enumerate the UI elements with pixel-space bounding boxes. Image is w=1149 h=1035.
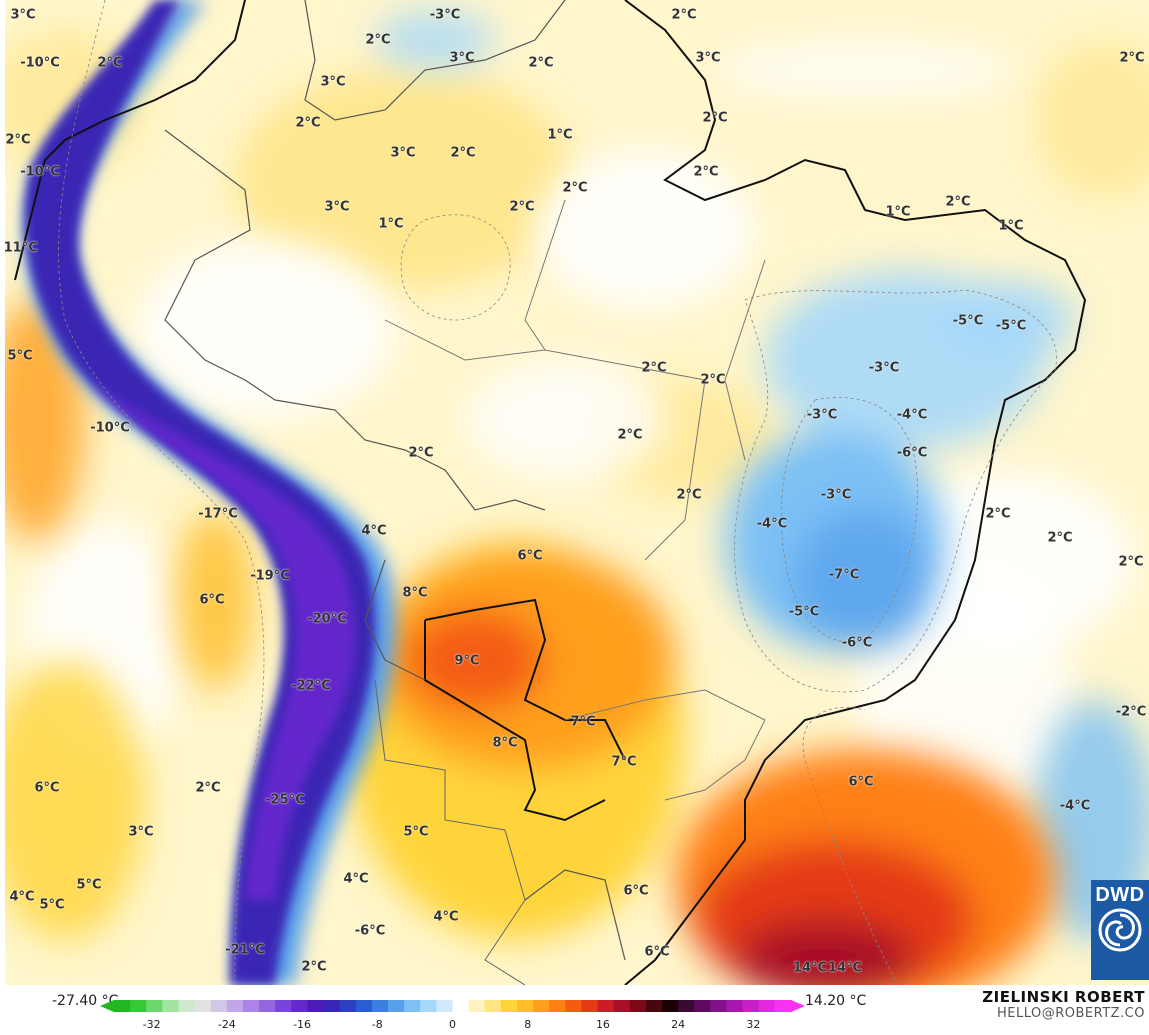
legend-tick-label: 8 [524, 1018, 532, 1031]
author-name: ZIELINSKI ROBERT [982, 988, 1145, 1006]
swirl-icon [1098, 908, 1142, 952]
scale-min-arrow [100, 1000, 114, 1012]
color-scale-swatch [420, 1000, 437, 1012]
andes-cold-band [24, 0, 396, 985]
color-scale-swatch [114, 1000, 131, 1012]
color-scale-swatch [404, 1000, 421, 1012]
color-scale-swatch [774, 1000, 792, 1012]
color-scale-swatch [452, 1000, 470, 1012]
color-scale-swatch [339, 1000, 357, 1012]
footer: -27.40 °C -32 -24 -16 -8 0 8 16 24 32 14.20 °C Z… [0, 985, 1149, 1035]
color-scale-swatch [468, 1000, 486, 1012]
color-scale-swatch [726, 1000, 744, 1012]
color-scale-swatch [130, 1000, 147, 1012]
color-scale-swatch [162, 1000, 179, 1012]
author-email: HELLO@ROBERTZ.CO [996, 1006, 1145, 1021]
color-scale-swatch [500, 1000, 518, 1012]
color-scale-swatch [645, 1000, 663, 1012]
temperature-field [5, 0, 1149, 985]
color-scale-swatch [581, 1000, 599, 1012]
legend-tick-label: 32 [746, 1018, 761, 1031]
legend-tick-label: -16 [293, 1018, 312, 1031]
color-scale-swatch [388, 1000, 405, 1012]
color-scale-swatch [613, 1000, 631, 1012]
author-credit: ZIELINSKI ROBERT HELLO@ROBERTZ.CO [982, 988, 1145, 1021]
color-scale-swatch [742, 1000, 760, 1012]
color-scale-swatch [597, 1000, 615, 1012]
temperature-map: 3°C -3°C 2°C 2°C 3°C -10°C 2°C 2°C 3°C 2°C 3°C 1°C 2… [5, 0, 1149, 985]
color-scale-swatch [694, 1000, 711, 1012]
color-scale-swatch [662, 1000, 679, 1012]
color-scale-swatch [226, 1000, 244, 1012]
legend-tick-label: 0 [449, 1018, 456, 1031]
color-scale-swatch [307, 1000, 325, 1012]
legend-min-label: -27.40 °C [52, 993, 119, 1009]
color-scale-swatch [533, 1000, 550, 1012]
color-scale-swatch [291, 1000, 308, 1012]
map-canvas [5, 0, 1149, 985]
color-scale-swatch [194, 1000, 212, 1012]
color-scale-swatch [210, 1000, 228, 1012]
color-scale-swatch [275, 1000, 292, 1012]
legend-tick-label: -8 [371, 1018, 383, 1031]
color-scale-swatch [565, 1000, 582, 1012]
color-scale-swatch [710, 1000, 728, 1012]
color-scale-swatch [436, 1000, 453, 1012]
legend-max-label: 14.20 °C [805, 993, 867, 1009]
political-borders [164, 0, 766, 985]
dwd-logo: DWD [1091, 880, 1149, 980]
color-scale-bar [100, 1000, 805, 1012]
color-scale-swatch [678, 1000, 695, 1012]
logo-text: DWD [1095, 884, 1145, 906]
legend-tick-label: -32 [142, 1018, 161, 1031]
color-scale-swatch [259, 1000, 276, 1012]
color-scale-swatch [146, 1000, 163, 1012]
color-scale-swatch [516, 1000, 534, 1012]
color-scale-swatch [178, 1000, 196, 1012]
warm-region-south [5, 300, 1055, 985]
color-scale-swatch [758, 1000, 776, 1012]
legend-tick-label: -24 [217, 1018, 236, 1031]
coastline [14, 0, 1087, 985]
legend-tick-label: 16 [595, 1018, 610, 1031]
color-scale-swatch [371, 1000, 389, 1012]
cold-region-northeast-brazil [375, 10, 1149, 940]
color-scale-swatch [242, 1000, 260, 1012]
color-scale-swatch [355, 1000, 373, 1012]
color-scale-swatch [323, 1000, 341, 1012]
color-scale-swatch [484, 1000, 502, 1012]
color-scale-swatch [629, 1000, 647, 1012]
legend-tick-label: 24 [671, 1018, 686, 1031]
scale-max-arrow [791, 1000, 805, 1012]
contour-lines [58, 0, 1057, 985]
color-scale-swatch [549, 1000, 566, 1012]
